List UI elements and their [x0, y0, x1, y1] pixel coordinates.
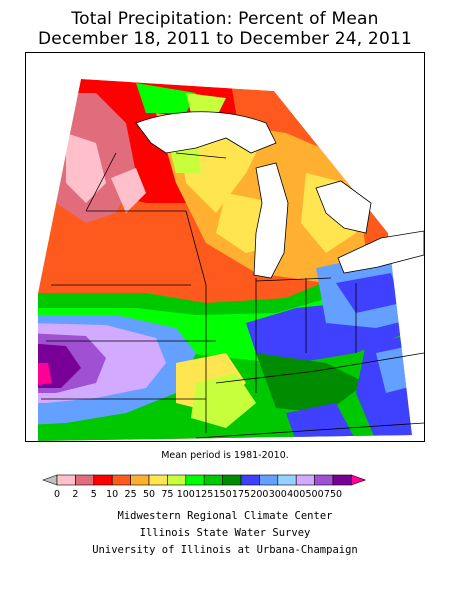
legend-label: 150	[214, 489, 232, 500]
legend-label: 125	[195, 489, 213, 500]
legend-swatch	[111, 474, 131, 486]
legend-label: 500	[306, 489, 324, 500]
legend-label: 750	[324, 489, 342, 500]
legend-swatch	[75, 474, 95, 486]
legend-swatch	[203, 474, 223, 486]
legend-swatch	[93, 474, 113, 486]
legend-swatch-below	[42, 474, 58, 486]
map-graphic	[26, 53, 424, 441]
color-legend: 0 2 5 10 25 50 75 100 125 150 175 200 300 400 500 750	[42, 474, 367, 500]
legend-swatch	[222, 474, 242, 486]
legend-label: 100	[177, 489, 195, 500]
legend-swatch	[167, 474, 187, 486]
mean-period-note: Mean period is 1981-2010.	[161, 450, 289, 461]
legend-label: 75	[161, 489, 173, 500]
legend-label: 25	[125, 489, 137, 500]
legend-swatch-above	[351, 474, 367, 486]
legend-label: 175	[232, 489, 250, 500]
legend-label: 200	[250, 489, 268, 500]
legend-label: 50	[143, 489, 155, 500]
legend-swatch	[314, 474, 334, 486]
credit-mrcc: Midwestern Regional Climate Center	[117, 510, 333, 522]
legend-swatch	[240, 474, 260, 486]
credit-isws: Illinois State Water Survey	[139, 527, 311, 539]
map-title: Total Precipitation: Percent of Mean	[71, 9, 379, 29]
legend-swatch	[56, 474, 76, 486]
legend-swatch	[332, 474, 352, 486]
precipitation-map	[25, 52, 425, 442]
legend-label: 10	[106, 489, 118, 500]
legend-label: 2	[72, 489, 78, 500]
legend-label: 0	[54, 489, 60, 500]
legend-swatch	[259, 474, 279, 486]
legend-swatch	[295, 474, 315, 486]
legend-swatch	[185, 474, 205, 486]
legend-swatch	[130, 474, 150, 486]
map-subtitle: December 18, 2011 to December 24, 2011	[38, 29, 412, 49]
legend-swatch	[277, 474, 297, 486]
legend-label: 400	[287, 489, 305, 500]
legend-label: 5	[91, 489, 97, 500]
legend-swatch	[148, 474, 168, 486]
credit-uiuc: University of Illinois at Urbana-Champai…	[92, 544, 358, 556]
legend-label: 300	[269, 489, 287, 500]
